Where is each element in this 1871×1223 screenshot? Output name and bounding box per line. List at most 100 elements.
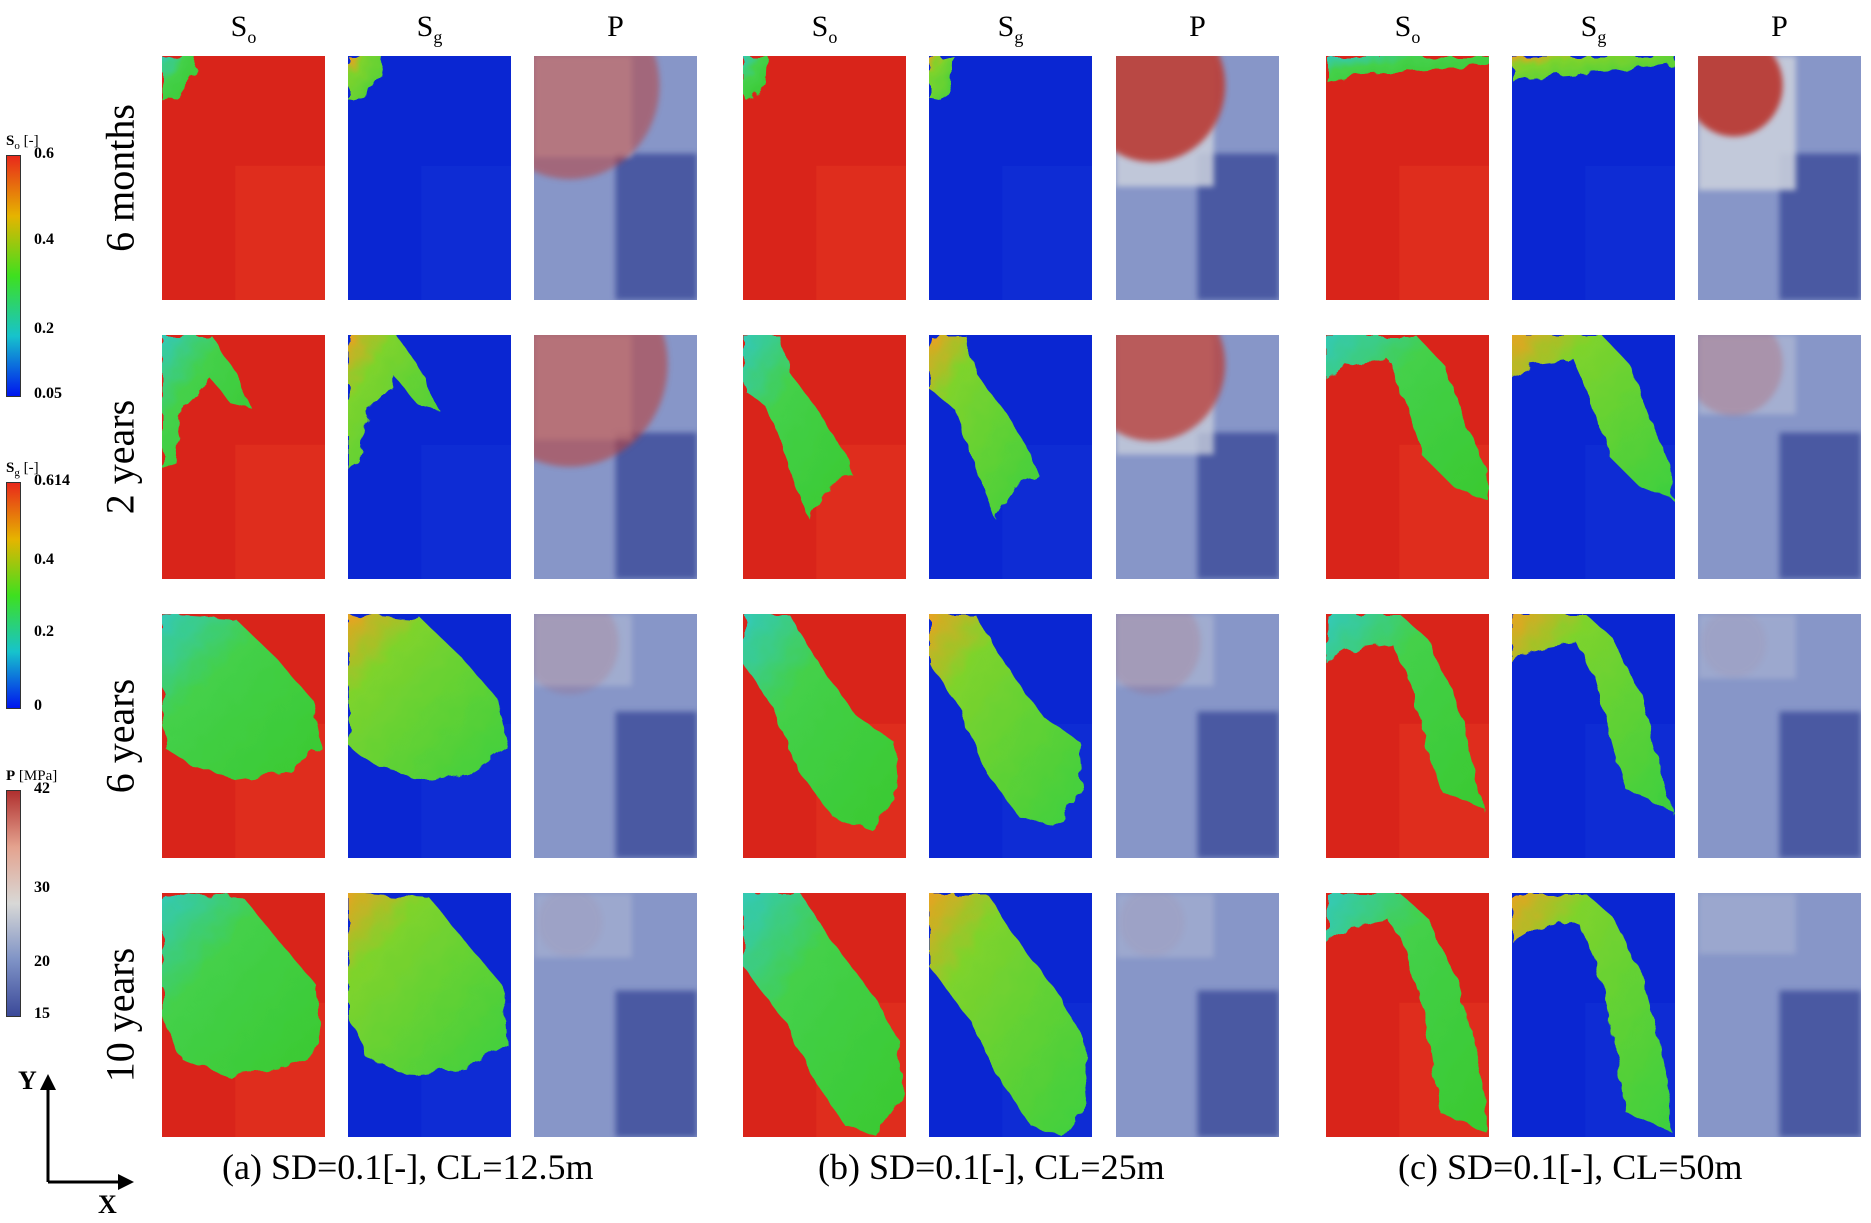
oil-saturation-plume — [162, 56, 198, 100]
panel-p-case-c-row-2 — [1698, 335, 1861, 579]
x-axis-label: X — [98, 1190, 117, 1219]
pressure-hotspot — [534, 56, 660, 180]
panel-sg-case-c-row-4 — [1512, 893, 1675, 1137]
row-label-4: 10 years — [97, 947, 143, 1083]
panel-p-case-c-row-4 — [1698, 893, 1861, 1137]
panel-sg-case-c-row-3 — [1512, 614, 1675, 858]
pressure-hotspot — [1698, 56, 1783, 137]
oil-saturation-plume — [1326, 893, 1486, 1133]
panel-sg-case-c-row-1 — [1512, 56, 1675, 300]
pressure-hotspot — [1116, 56, 1226, 163]
gas-saturation-plume — [348, 614, 508, 780]
colorbar-p-tick: 20 — [34, 953, 50, 971]
oil-saturation-plume — [743, 56, 768, 100]
colorbar-title-so: So [-] — [6, 133, 39, 152]
column-header-1: So — [230, 10, 257, 47]
simulation-panel-grid — [162, 56, 1861, 1137]
y-axis-arrowhead — [40, 1074, 56, 1090]
gas-saturation-plume — [1512, 56, 1675, 81]
pressure-hotspot — [1701, 614, 1767, 678]
oil-saturation-plume — [1326, 56, 1489, 81]
panel-so-case-a-row-4 — [162, 893, 325, 1137]
colorbar-sg-tick: 0.2 — [34, 622, 54, 640]
panel-so-case-c-row-3 — [1326, 614, 1489, 858]
panel-sg-case-b-row-4 — [929, 893, 1092, 1137]
pressure-hotspot — [1116, 614, 1201, 695]
caption-c: (c) SD=0.1[-], CL=50m — [1398, 1147, 1743, 1187]
colorbar-sg-tick: 0 — [34, 697, 42, 714]
oil-saturation-plume — [162, 893, 322, 1076]
column-header-subscript: g — [433, 27, 443, 47]
caption-b: (b) SD=0.1[-], CL=25m — [818, 1147, 1165, 1187]
pressure-hotspot — [1119, 893, 1185, 957]
gas-saturation-plume — [929, 335, 1040, 518]
oil-saturation-plume — [743, 614, 898, 829]
row-label-1: 6 months — [97, 104, 143, 252]
colorbar-sg-tick: 0.614 — [34, 472, 70, 489]
oil-saturation-plume — [1326, 614, 1486, 815]
panel-sg-case-b-row-2 — [929, 335, 1092, 579]
colorbar-so — [6, 155, 21, 397]
colorbar-title-p: P [MPa] — [6, 768, 58, 784]
colorbar-so-tick: 0.4 — [34, 231, 54, 249]
panel-so-case-a-row-3 — [162, 614, 325, 858]
panel-sg-case-a-row-3 — [348, 614, 511, 858]
colorbar-p-tick: 30 — [34, 879, 50, 896]
panel-p-case-a-row-1 — [534, 56, 697, 300]
colorbar-sg-tick: 0.4 — [34, 550, 54, 568]
axis-indicator — [40, 1074, 134, 1190]
panel-p-case-a-row-4 — [534, 893, 697, 1137]
column-header-7: So — [1394, 10, 1421, 47]
panel-sg-case-a-row-1 — [348, 56, 511, 300]
caption-a: (a) SD=0.1[-], CL=12.5m — [222, 1147, 594, 1187]
panel-so-case-b-row-3 — [743, 614, 906, 858]
column-header-5: Sg — [997, 10, 1024, 47]
gas-saturation-plume — [1512, 893, 1672, 1133]
y-axis-label: Y — [18, 1066, 37, 1095]
colorbar-so-tick: 0.05 — [34, 385, 62, 402]
panel-so-case-a-row-1 — [162, 56, 325, 300]
panel-sg-case-c-row-2 — [1512, 335, 1675, 579]
panel-so-case-a-row-2 — [162, 335, 325, 579]
panel-so-case-c-row-2 — [1326, 335, 1489, 579]
pressure-hotspot — [534, 335, 668, 467]
gas-saturation-plume — [348, 56, 384, 100]
pressure-hotspot — [1116, 335, 1226, 442]
panel-sg-case-b-row-1 — [929, 56, 1092, 300]
pressure-hotspot — [534, 614, 619, 695]
oil-saturation-plume — [162, 335, 252, 470]
panel-p-case-b-row-4 — [1116, 893, 1279, 1137]
gas-saturation-plume — [1512, 614, 1672, 815]
panel-so-case-b-row-2 — [743, 335, 906, 579]
panel-sg-case-b-row-3 — [929, 614, 1092, 858]
pressure-hotspot — [537, 893, 603, 957]
gas-saturation-plume — [929, 893, 1089, 1137]
column-header-2: Sg — [416, 10, 443, 47]
panel-so-case-c-row-4 — [1326, 893, 1489, 1137]
column-header-subscript: o — [828, 27, 838, 47]
column-header-subscript: g — [1014, 27, 1024, 47]
panel-so-case-c-row-1 — [1326, 56, 1489, 300]
row-label-3: 6 years — [97, 678, 143, 794]
panel-p-case-b-row-3 — [1116, 614, 1279, 858]
gas-saturation-plume — [348, 893, 508, 1076]
column-header-subscript: o — [1411, 27, 1421, 47]
oil-saturation-plume — [162, 614, 322, 780]
column-header-4: So — [811, 10, 838, 47]
panel-sg-case-a-row-2 — [348, 335, 511, 579]
panel-so-case-b-row-1 — [743, 56, 906, 300]
gas-saturation-plume — [929, 56, 954, 100]
column-header-subscript: g — [1597, 27, 1607, 47]
x-axis-arrowhead — [118, 1174, 134, 1190]
colorbar-so-tick: 0.6 — [34, 145, 54, 162]
panel-so-case-b-row-4 — [743, 893, 906, 1137]
gas-saturation-plume — [1512, 335, 1675, 501]
gas-saturation-plume — [929, 614, 1084, 829]
panel-p-case-c-row-3 — [1698, 614, 1861, 858]
colorbar-sg — [6, 482, 21, 709]
panel-p-case-b-row-2 — [1116, 335, 1279, 579]
column-header-9: P — [1771, 10, 1788, 43]
colorbar-title-sg: Sg [-] — [6, 460, 39, 479]
oil-saturation-plume — [743, 893, 903, 1137]
column-header-8: Sg — [1580, 10, 1607, 47]
